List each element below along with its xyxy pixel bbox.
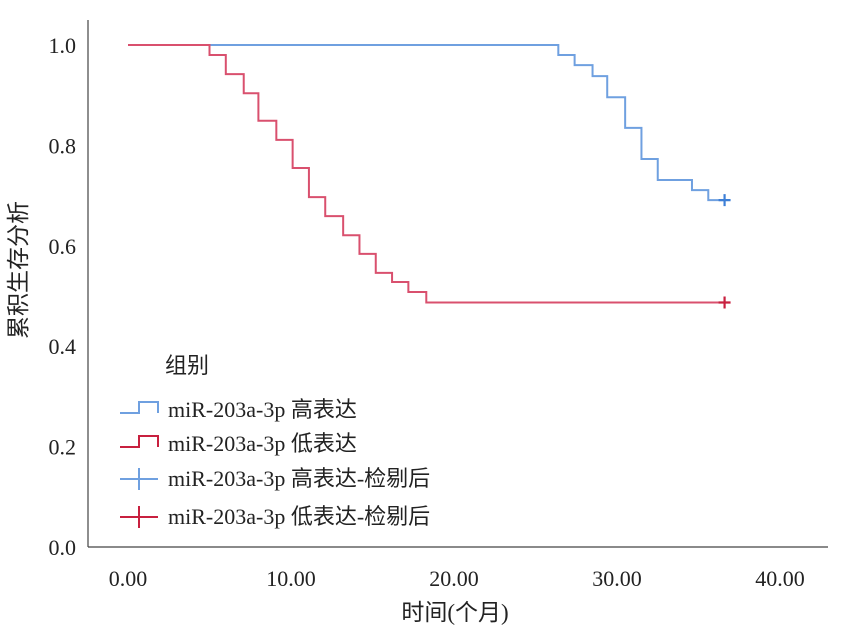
x-tick-label: 40.00 [755, 566, 805, 591]
legend-censor-high [120, 468, 158, 490]
x-tick-label: 20.00 [429, 566, 479, 591]
y-tick-label: 0.0 [49, 535, 77, 560]
legend-entry: miR-203a-3p 高表达-检剔后 [168, 466, 430, 491]
legend-entry: miR-203a-3p 低表达-检剔后 [168, 504, 430, 529]
legend-entry: miR-203a-3p 低表达 [168, 431, 357, 456]
y-tick-label: 0.4 [49, 334, 77, 359]
legend-symbol-low [120, 435, 159, 448]
y-tick-label: 1.0 [49, 33, 77, 58]
x-axis-label: 时间(个月) [401, 600, 508, 625]
survival-curve-high [128, 44, 725, 202]
y-tick-label: 0.2 [49, 435, 77, 460]
censor-mark [718, 194, 731, 207]
legend-title: 组别 [165, 353, 209, 378]
survival-curve-low [128, 44, 725, 304]
y-axis-label: 累积生存分析 [6, 201, 31, 339]
legend-entry: miR-203a-3p 高表达 [168, 397, 357, 422]
censor-mark [718, 296, 731, 309]
legend-symbol-high [120, 401, 159, 414]
x-tick-label: 0.00 [109, 566, 148, 591]
legend: 组别 miR-203a-3p 高表达 miR-203a-3p 低表达 miR-2… [120, 353, 430, 529]
x-tick-label: 10.00 [266, 566, 316, 591]
y-tick-label: 0.6 [49, 234, 77, 259]
x-tick-label: 30.00 [592, 566, 642, 591]
y-tick-label: 0.8 [49, 133, 77, 158]
legend-censor-low [120, 506, 158, 528]
